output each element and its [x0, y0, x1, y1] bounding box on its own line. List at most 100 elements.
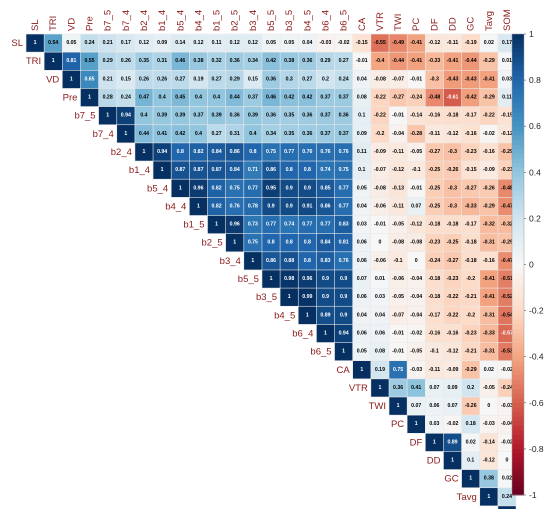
column-label-SOM: SOM [502, 9, 513, 31]
heatmap-cell-b7_4-b3_5 [280, 125, 298, 143]
cell-value-label: -0.27 [392, 95, 404, 101]
colorbar-segment [512, 121, 524, 127]
heatmap-cell-b7_4-b3_4 [244, 125, 262, 143]
heatmap-cell-VD-b2_4 [135, 70, 153, 89]
heatmap-cell-b6_4-DF [425, 324, 444, 343]
heatmap-cell-b1_4-b6_4 [316, 161, 335, 179]
heatmap-cell-b2_5-b4_5 [298, 233, 317, 252]
heatmap-cell-b5_5-b3_5 [280, 270, 298, 288]
heatmap-cell-b1_4-b1_5 [207, 161, 226, 179]
cell-value-label: -0.2 [466, 312, 475, 318]
heatmap-cell-b4_4-TWI [389, 197, 407, 216]
cell-value-label: -0.03 [320, 40, 332, 46]
cell-value-label: 1 [360, 367, 363, 373]
cell-value-label: -0.25 [428, 185, 440, 191]
cell-value-label: 0.18 [466, 421, 476, 427]
cell-value-label: 0.29 [103, 58, 113, 64]
cell-value-label: -0.05 [410, 149, 422, 155]
cell-value-label: -0.02 [410, 330, 422, 336]
cell-value-label: 0.12 [193, 40, 203, 46]
cell-value-label: -0.01 [374, 222, 386, 228]
colorbar: 1 0.8 0.6 0.4 0.2 0 -0.2 -0.4 -0.6 -0.8 -1 [511, 29, 544, 500]
colorbar-segment [512, 186, 524, 192]
cell-value-label: -0.08 [392, 240, 404, 246]
heatmap-cell-b3_5-SOM [498, 288, 516, 306]
row-label-GC: GC [444, 474, 458, 485]
cell-value-label: 0.45 [175, 95, 185, 101]
cell-value-label: -0.01 [410, 185, 422, 191]
colorbar-segment [512, 227, 524, 233]
cell-value-label: 1 [52, 58, 55, 64]
cell-value-label: 0.06 [429, 403, 439, 409]
heatmap-cell-GC-GC [461, 469, 480, 488]
cell-value-label: 1 [124, 131, 127, 137]
colorbar-segment [512, 384, 524, 390]
column-label-b3_4: b3_4 [248, 10, 259, 31]
heatmap-cell-VTR-SOM [498, 379, 516, 397]
colorbar-segment [512, 476, 524, 482]
cell-value-label: 0.98 [284, 276, 294, 282]
cell-value-label: 0.38 [484, 476, 494, 482]
cell-value-label: -0.07 [392, 76, 404, 82]
heatmap-cell-b3_4-PC [407, 252, 425, 270]
colorbar-tick-label: -0.8 [529, 444, 544, 454]
row-label-b2_4: b2_4 [111, 147, 132, 158]
heatmap-cell-b5_4-TWI [389, 179, 407, 198]
cell-value-label: -0.04 [410, 312, 422, 318]
cell-value-label: -0.01 [410, 76, 422, 82]
heatmap-cell-Pre-b1_5 [207, 88, 226, 107]
cell-value-label: -0.02 [338, 40, 350, 46]
heatmap-cell-Pre-SOM [498, 88, 516, 107]
heatmap-cell-VD-Pre [80, 70, 99, 89]
heatmap-cell-SL-GC [461, 34, 480, 52]
heatmap-cell-Pre-b2_5 [225, 88, 244, 107]
heatmap-cell-b7_5-CA [353, 106, 371, 125]
cell-value-label: -0.33 [483, 330, 495, 336]
colorbar-segment [512, 246, 524, 252]
heatmap-cell-b2_4-Tavg [480, 143, 498, 161]
cell-value-label: -0.11 [392, 203, 404, 209]
heatmap-cell-b5_4-b3_4 [244, 179, 262, 198]
cell-value-label: 0.8 [304, 258, 311, 264]
cell-value-label: -0.08 [374, 185, 386, 191]
heatmap-cell-b3_4-b3_5 [280, 252, 298, 270]
heatmap-cell-b2_5-CA [353, 233, 371, 252]
cell-value-label: -0.18 [465, 240, 477, 246]
heatmap-cell-b1_5-GC [461, 215, 480, 234]
cell-value-label: -0.29 [483, 95, 495, 101]
cell-value-label: 0.83 [339, 222, 349, 228]
row-label-b7_4: b7_4 [93, 129, 114, 140]
heatmap-cell-b6_4-GC [461, 324, 480, 343]
heatmap-cell-Pre-VTR [371, 88, 389, 107]
heatmap-cell-VD-b2_5 [225, 70, 244, 89]
heatmap-cell-Pre-b6_4 [316, 88, 335, 107]
column-label-b1_5: b1_5 [212, 10, 223, 31]
cell-value-label: 0.87 [212, 167, 222, 173]
cell-value-label: 0.37 [320, 95, 330, 101]
cell-value-label: 0.74 [320, 167, 330, 173]
cell-value-label: 0.75 [339, 167, 349, 173]
cell-value-label: -0.23 [447, 276, 459, 282]
heatmap-cell-b4_4-b2_5 [225, 197, 244, 216]
heatmap-cell-b7_4-TWI [389, 125, 407, 143]
heatmap-cell-b5_4-b6_5 [334, 179, 353, 198]
heatmap-cell-b2_4-b1_5 [207, 143, 226, 161]
colorbar-segment [512, 282, 524, 289]
cell-value-label: 0.36 [266, 113, 276, 119]
colorbar-segment [512, 209, 524, 215]
cell-value-label: 0.12 [139, 40, 149, 46]
cell-value-label: -0.11 [429, 131, 441, 137]
cell-value-label: -0.25 [428, 167, 440, 173]
heatmap-cell-VD-b5_5 [262, 70, 280, 89]
heatmap-cell-b7_4-DD [443, 125, 462, 143]
colorbar-segment [512, 195, 524, 201]
heatmap-cell-b5_4-b3_5 [280, 179, 298, 198]
colorbar-segment [512, 310, 524, 316]
heatmap-cell-b1_4-VTR [371, 161, 389, 179]
cell-value-label: 0 [487, 403, 490, 409]
heatmap-cell-b1_5-PC [407, 215, 425, 234]
heatmap-cell-VD-VTR [371, 70, 389, 89]
cell-value-label: 0.24 [84, 40, 94, 46]
cell-value-label: 0.74 [284, 222, 294, 228]
heatmap-cell-TRI-DD [443, 52, 462, 70]
